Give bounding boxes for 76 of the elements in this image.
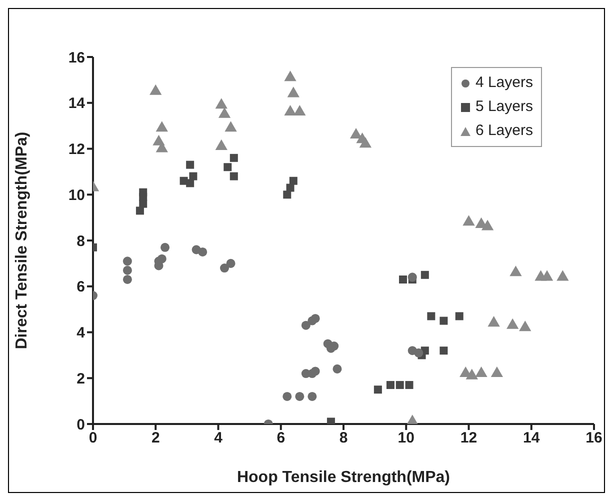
point: [215, 98, 228, 109]
point: [122, 266, 132, 275]
x-tick-label: 14: [523, 430, 540, 447]
x-tick-label: 10: [398, 430, 414, 447]
point: [408, 272, 417, 282]
point: [427, 312, 436, 320]
point: [408, 346, 417, 356]
point: [122, 256, 132, 266]
point: [540, 270, 554, 281]
point: [310, 314, 320, 323]
y-tick-label: 12: [68, 141, 85, 158]
point: [326, 418, 335, 424]
y-tick-label: 8: [76, 232, 85, 250]
point: [374, 386, 382, 394]
point: [295, 392, 304, 401]
point: [282, 392, 292, 401]
x-tick-label: 12: [460, 430, 478, 447]
point: [396, 381, 404, 390]
point: [218, 107, 231, 118]
point: [332, 364, 342, 374]
point: [186, 160, 194, 169]
point: [150, 84, 162, 95]
y-tick-label: 0: [76, 416, 85, 434]
point: [556, 270, 569, 281]
point: [220, 264, 230, 273]
point: [301, 320, 310, 330]
point: [510, 266, 522, 276]
point: [308, 392, 317, 401]
point: [224, 163, 232, 172]
point: [226, 258, 236, 268]
y-tick-label: 10: [68, 186, 85, 204]
point: [488, 316, 500, 327]
point: [283, 190, 292, 199]
y-axis-title: Direct Tensile Strength(MPa): [14, 132, 31, 350]
point: [230, 172, 238, 180]
y-tick-label: 16: [68, 49, 85, 66]
point: [310, 366, 320, 376]
point: [224, 121, 237, 132]
point: [156, 121, 168, 132]
point: [215, 139, 228, 150]
point: [139, 188, 148, 196]
point: [405, 381, 414, 390]
y-tick-label: 6: [76, 278, 85, 296]
point: [157, 254, 166, 264]
point: [386, 381, 394, 390]
point: [189, 172, 198, 180]
point: [230, 154, 238, 162]
legend-label: 4 Layers: [475, 73, 533, 93]
point: [122, 274, 132, 284]
y-tick-label: 2: [76, 370, 85, 388]
point: [420, 270, 429, 279]
x-axis-title: Hoop Tensile Strength(MPa): [236, 469, 450, 486]
point: [294, 105, 306, 116]
point: [398, 275, 407, 284]
point: [284, 105, 296, 116]
point: [284, 70, 296, 82]
point: [198, 247, 208, 256]
x-tick-label: 2: [151, 430, 160, 447]
x-tick-label: 16: [586, 430, 602, 447]
point: [160, 242, 170, 252]
legend-label: 6 Layers: [475, 121, 533, 141]
x-tick-label: 4: [214, 430, 224, 447]
point: [481, 220, 494, 230]
x-tick-label: 0: [88, 430, 98, 447]
y-tick-label: 14: [68, 95, 86, 112]
point: [287, 86, 300, 98]
point: [440, 346, 448, 355]
point: [289, 176, 298, 185]
point: [440, 316, 448, 325]
point: [359, 137, 372, 148]
point: [455, 312, 464, 320]
point: [462, 215, 475, 226]
x-tick-label: 8: [339, 430, 348, 447]
legend-label: 5 Layers: [475, 97, 533, 117]
y-tick-label: 4: [76, 324, 86, 342]
x-tick-label: 6: [276, 430, 286, 447]
